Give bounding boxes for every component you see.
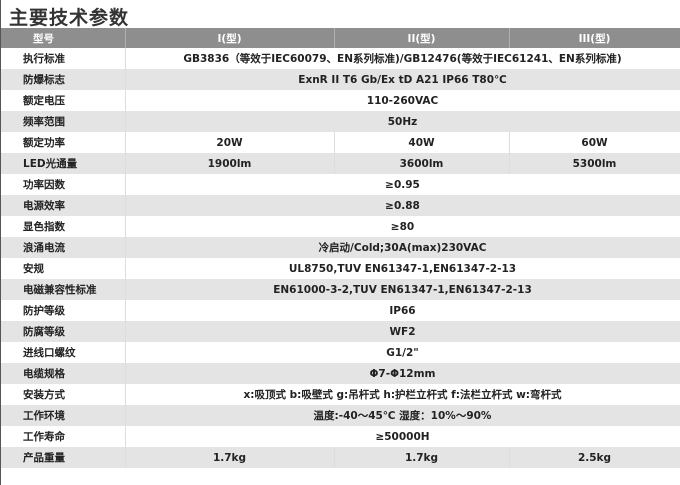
row-value: ≥80 (125, 216, 680, 237)
table-row: 频率范围 50Hz (1, 111, 680, 132)
row-label: 功率因数 (1, 174, 126, 195)
row-label: 浪涌电流 (1, 237, 126, 258)
row-label: 额定功率 (1, 132, 126, 153)
row-label: 电源效率 (1, 195, 126, 216)
row-value: 110-260VAC (125, 90, 680, 111)
table-row: 额定电压 110-260VAC (1, 90, 680, 111)
table-row: 电磁兼容性标准 EN61000-3-2,TUV EN61347-1,EN61347… (1, 279, 680, 300)
row-value: EN61000-3-2,TUV EN61347-1,EN61347-2-13 (125, 279, 680, 300)
row-label: 显色指数 (1, 216, 126, 237)
table-row: 安装方式 x:吸顶式 b:吸壁式 g:吊杆式 h:护栏立杆式 f:法栏立杆式 w:… (1, 384, 680, 405)
row-label: 进线口螺纹 (1, 342, 126, 363)
table-row: 执行标准 GB3836（等效于IEC60079、EN系列标准)/GB12476(等… (1, 48, 680, 69)
row-label: 安装方式 (1, 384, 126, 405)
table-row: 额定功率 20W 40W 60W (1, 132, 680, 153)
row-label: 执行标准 (1, 48, 126, 69)
spec-table: 型号 I(型) II(型) III(型) 执行标准 GB3836（等效于IEC60… (1, 28, 680, 468)
row-label: 电缆规格 (1, 363, 126, 384)
row-label: 防腐等级 (1, 321, 126, 342)
row-label: 防护等级 (1, 300, 126, 321)
row-value: UL8750,TUV EN61347-1,EN61347-2-13 (125, 258, 680, 279)
row-label: 产品重量 (1, 447, 126, 468)
table-row: 防护等级 IP66 (1, 300, 680, 321)
row-value: 40W (334, 132, 510, 153)
header-type-3: III(型) (509, 28, 680, 48)
row-label: 电磁兼容性标准 (1, 279, 126, 300)
table-row: 浪涌电流 冷启动/Cold;30A(max)230VAC (1, 237, 680, 258)
row-label: 防爆标志 (1, 69, 126, 90)
row-label: 工作寿命 (1, 426, 126, 447)
table-header: 型号 I(型) II(型) III(型) (1, 28, 680, 48)
row-value: 50Hz (125, 111, 680, 132)
table-row: 电源效率 ≥0.88 (1, 195, 680, 216)
row-value: G1/2" (125, 342, 680, 363)
row-value: ≥0.88 (125, 195, 680, 216)
table-row: 进线口螺纹 G1/2" (1, 342, 680, 363)
header-type-1: I(型) (125, 28, 335, 48)
row-label: LED光通量 (1, 153, 126, 174)
row-value: x:吸顶式 b:吸壁式 g:吊杆式 h:护栏立杆式 f:法栏立杆式 w:弯杆式 (125, 384, 680, 405)
table-row: 功率因数 ≥0.95 (1, 174, 680, 195)
row-value: ExnR II T6 Gb/Ex tD A21 IP66 T80℃ (125, 69, 680, 90)
table-row: 工作寿命 ≥50000H (1, 426, 680, 447)
row-value: 5300lm (509, 153, 680, 174)
table-row: 显色指数 ≥80 (1, 216, 680, 237)
row-label: 工作环境 (1, 405, 126, 426)
row-value: 2.5kg (509, 447, 680, 468)
row-label: 额定电压 (1, 90, 126, 111)
header-model: 型号 (1, 28, 126, 48)
row-value: 3600lm (334, 153, 510, 174)
row-value: Φ7-Φ12mm (125, 363, 680, 384)
row-value: 1900lm (125, 153, 335, 174)
row-value: 1.7kg (125, 447, 335, 468)
row-value: WF2 (125, 321, 680, 342)
page-title: 主要技术参数 (9, 7, 130, 29)
row-label: 安规 (1, 258, 126, 279)
table-row: 安规 UL8750,TUV EN61347-1,EN61347-2-13 (1, 258, 680, 279)
header-type-2: II(型) (334, 28, 510, 48)
row-value: 1.7kg (334, 447, 510, 468)
row-value: GB3836（等效于IEC60079、EN系列标准)/GB12476(等效于IE… (125, 48, 680, 69)
row-value: 冷启动/Cold;30A(max)230VAC (125, 237, 680, 258)
table-row: LED光通量 1900lm 3600lm 5300lm (1, 153, 680, 174)
row-value: IP66 (125, 300, 680, 321)
table-row: 防爆标志 ExnR II T6 Gb/Ex tD A21 IP66 T80℃ (1, 69, 680, 90)
row-value: ≥50000H (125, 426, 680, 447)
row-label: 频率范围 (1, 111, 126, 132)
table-row: 产品重量 1.7kg 1.7kg 2.5kg (1, 447, 680, 468)
row-value: 温度:-40～45℃ 湿度：10%～90% (125, 405, 680, 426)
row-value: 60W (509, 132, 680, 153)
row-value: ≥0.95 (125, 174, 680, 195)
table-row: 防腐等级 WF2 (1, 321, 680, 342)
table-row: 电缆规格 Φ7-Φ12mm (1, 363, 680, 384)
row-value: 20W (125, 132, 335, 153)
table-row: 工作环境 温度:-40～45℃ 湿度：10%～90% (1, 405, 680, 426)
